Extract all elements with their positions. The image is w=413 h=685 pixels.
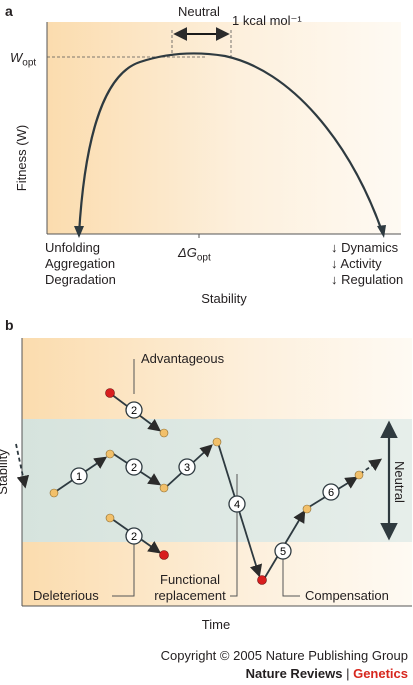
step-badge-5-text: 5: [280, 546, 286, 558]
effect-unfolding: Unfolding: [45, 240, 100, 255]
panel-b: 1 2 2 2 3 4 5 6: [15, 338, 412, 607]
fitness-curve-left-arrowhead: [74, 226, 84, 238]
brand-nature-reviews: Nature Reviews: [245, 666, 343, 681]
stability-axis-label-a: Stability: [201, 291, 247, 306]
step-badge-3-text: 3: [184, 462, 190, 474]
left-effects-list: Unfolding Aggregation Degradation: [45, 240, 116, 288]
step-badges: 1 2 2 2 3 4 5 6: [70, 401, 340, 560]
step-badge-1: [70, 467, 88, 485]
w-opt-label: Wopt: [10, 50, 36, 72]
copyright-text: Copyright © 2005 Nature Publishing Group: [160, 648, 408, 663]
effect-regulation: ↓ Regulation: [331, 272, 404, 287]
deleterious-start-point: [105, 513, 115, 523]
step-badge-6-text: 6: [328, 487, 334, 499]
step-badge-2-advantageous: [125, 401, 143, 419]
advantageous-end-point: [159, 428, 169, 438]
advantageous-label: Advantageous: [141, 351, 225, 366]
deleterious-end-point: [159, 550, 169, 560]
point-after-step-3: [212, 437, 222, 447]
stability-axis-label-b: Stability: [0, 449, 10, 495]
neutral-band-label: Neutral: [392, 461, 407, 503]
step-badge-1-text: 1: [76, 471, 82, 483]
panel-a-background: [47, 22, 401, 234]
functional-replacement-label: Functional replacement: [150, 572, 230, 604]
functional-callout-line: [230, 474, 238, 597]
effect-dynamics: ↓ Dynamics: [331, 240, 399, 255]
neutral-range-label: Neutral: [178, 4, 220, 19]
brand-separator: |: [342, 666, 354, 681]
step-badge-3: [178, 458, 196, 476]
point-after-step-1: [105, 449, 115, 459]
deleterious-label: Deleterious: [33, 588, 99, 603]
kcal-label: 1 kcal mol⁻¹: [232, 13, 302, 28]
compensation-callout-line: [282, 559, 300, 597]
step-badge-2-main: [125, 458, 143, 476]
deleterious-callout-line: [112, 539, 135, 597]
point-after-step-2: [159, 483, 169, 493]
delta-g-opt-label: ΔGopt: [178, 245, 211, 267]
destabilized-point: [257, 575, 267, 585]
step-badge-5: [274, 542, 292, 560]
step-badge-4: [228, 495, 246, 513]
delta-g-subscript: opt: [196, 252, 211, 264]
right-effects-list: ↓ Dynamics ↓ Activity ↓ Regulation: [331, 240, 403, 288]
w-opt-subscript: opt: [22, 57, 37, 69]
fitness-curve-right-arrowhead: [377, 225, 386, 238]
panel-b-label: b: [5, 317, 14, 333]
point-after-step-6: [354, 470, 364, 480]
step-badge-6: [322, 483, 340, 501]
functional-label-line-2: replacement: [154, 588, 226, 603]
step-badge-2-main-text: 2: [131, 462, 137, 474]
step-badge-4-text: 4: [234, 499, 240, 511]
delta-g-symbol: ΔG: [178, 245, 197, 260]
w-opt-symbol: W: [10, 50, 23, 65]
fitness-curve: [77, 52, 385, 235]
step-badge-2-deleterious: [125, 527, 143, 545]
point-after-step-5: [302, 504, 312, 514]
brand-genetics: Genetics: [353, 666, 408, 681]
effect-aggregation: Aggregation: [45, 256, 116, 271]
fitness-axis-label: Fitness (W): [14, 124, 29, 192]
effect-degradation: Degradation: [45, 272, 116, 287]
step-badge-2-advantageous-text: 2: [131, 405, 137, 417]
functional-label-line-1: Functional: [160, 572, 220, 587]
effect-activity: ↓ Activity: [331, 256, 382, 271]
time-axis-label: Time: [201, 617, 231, 632]
compensation-label: Compensation: [305, 588, 389, 603]
panel-a: [46, 22, 401, 238]
panel-a-label: a: [5, 3, 13, 19]
start-point: [49, 488, 59, 498]
step-badge-2-deleterious-text: 2: [131, 531, 137, 543]
advantageous-start-point: [105, 388, 115, 398]
journal-brand: Nature Reviews | Genetics: [246, 666, 408, 681]
incoming-dashed-arrow: [15, 443, 30, 489]
